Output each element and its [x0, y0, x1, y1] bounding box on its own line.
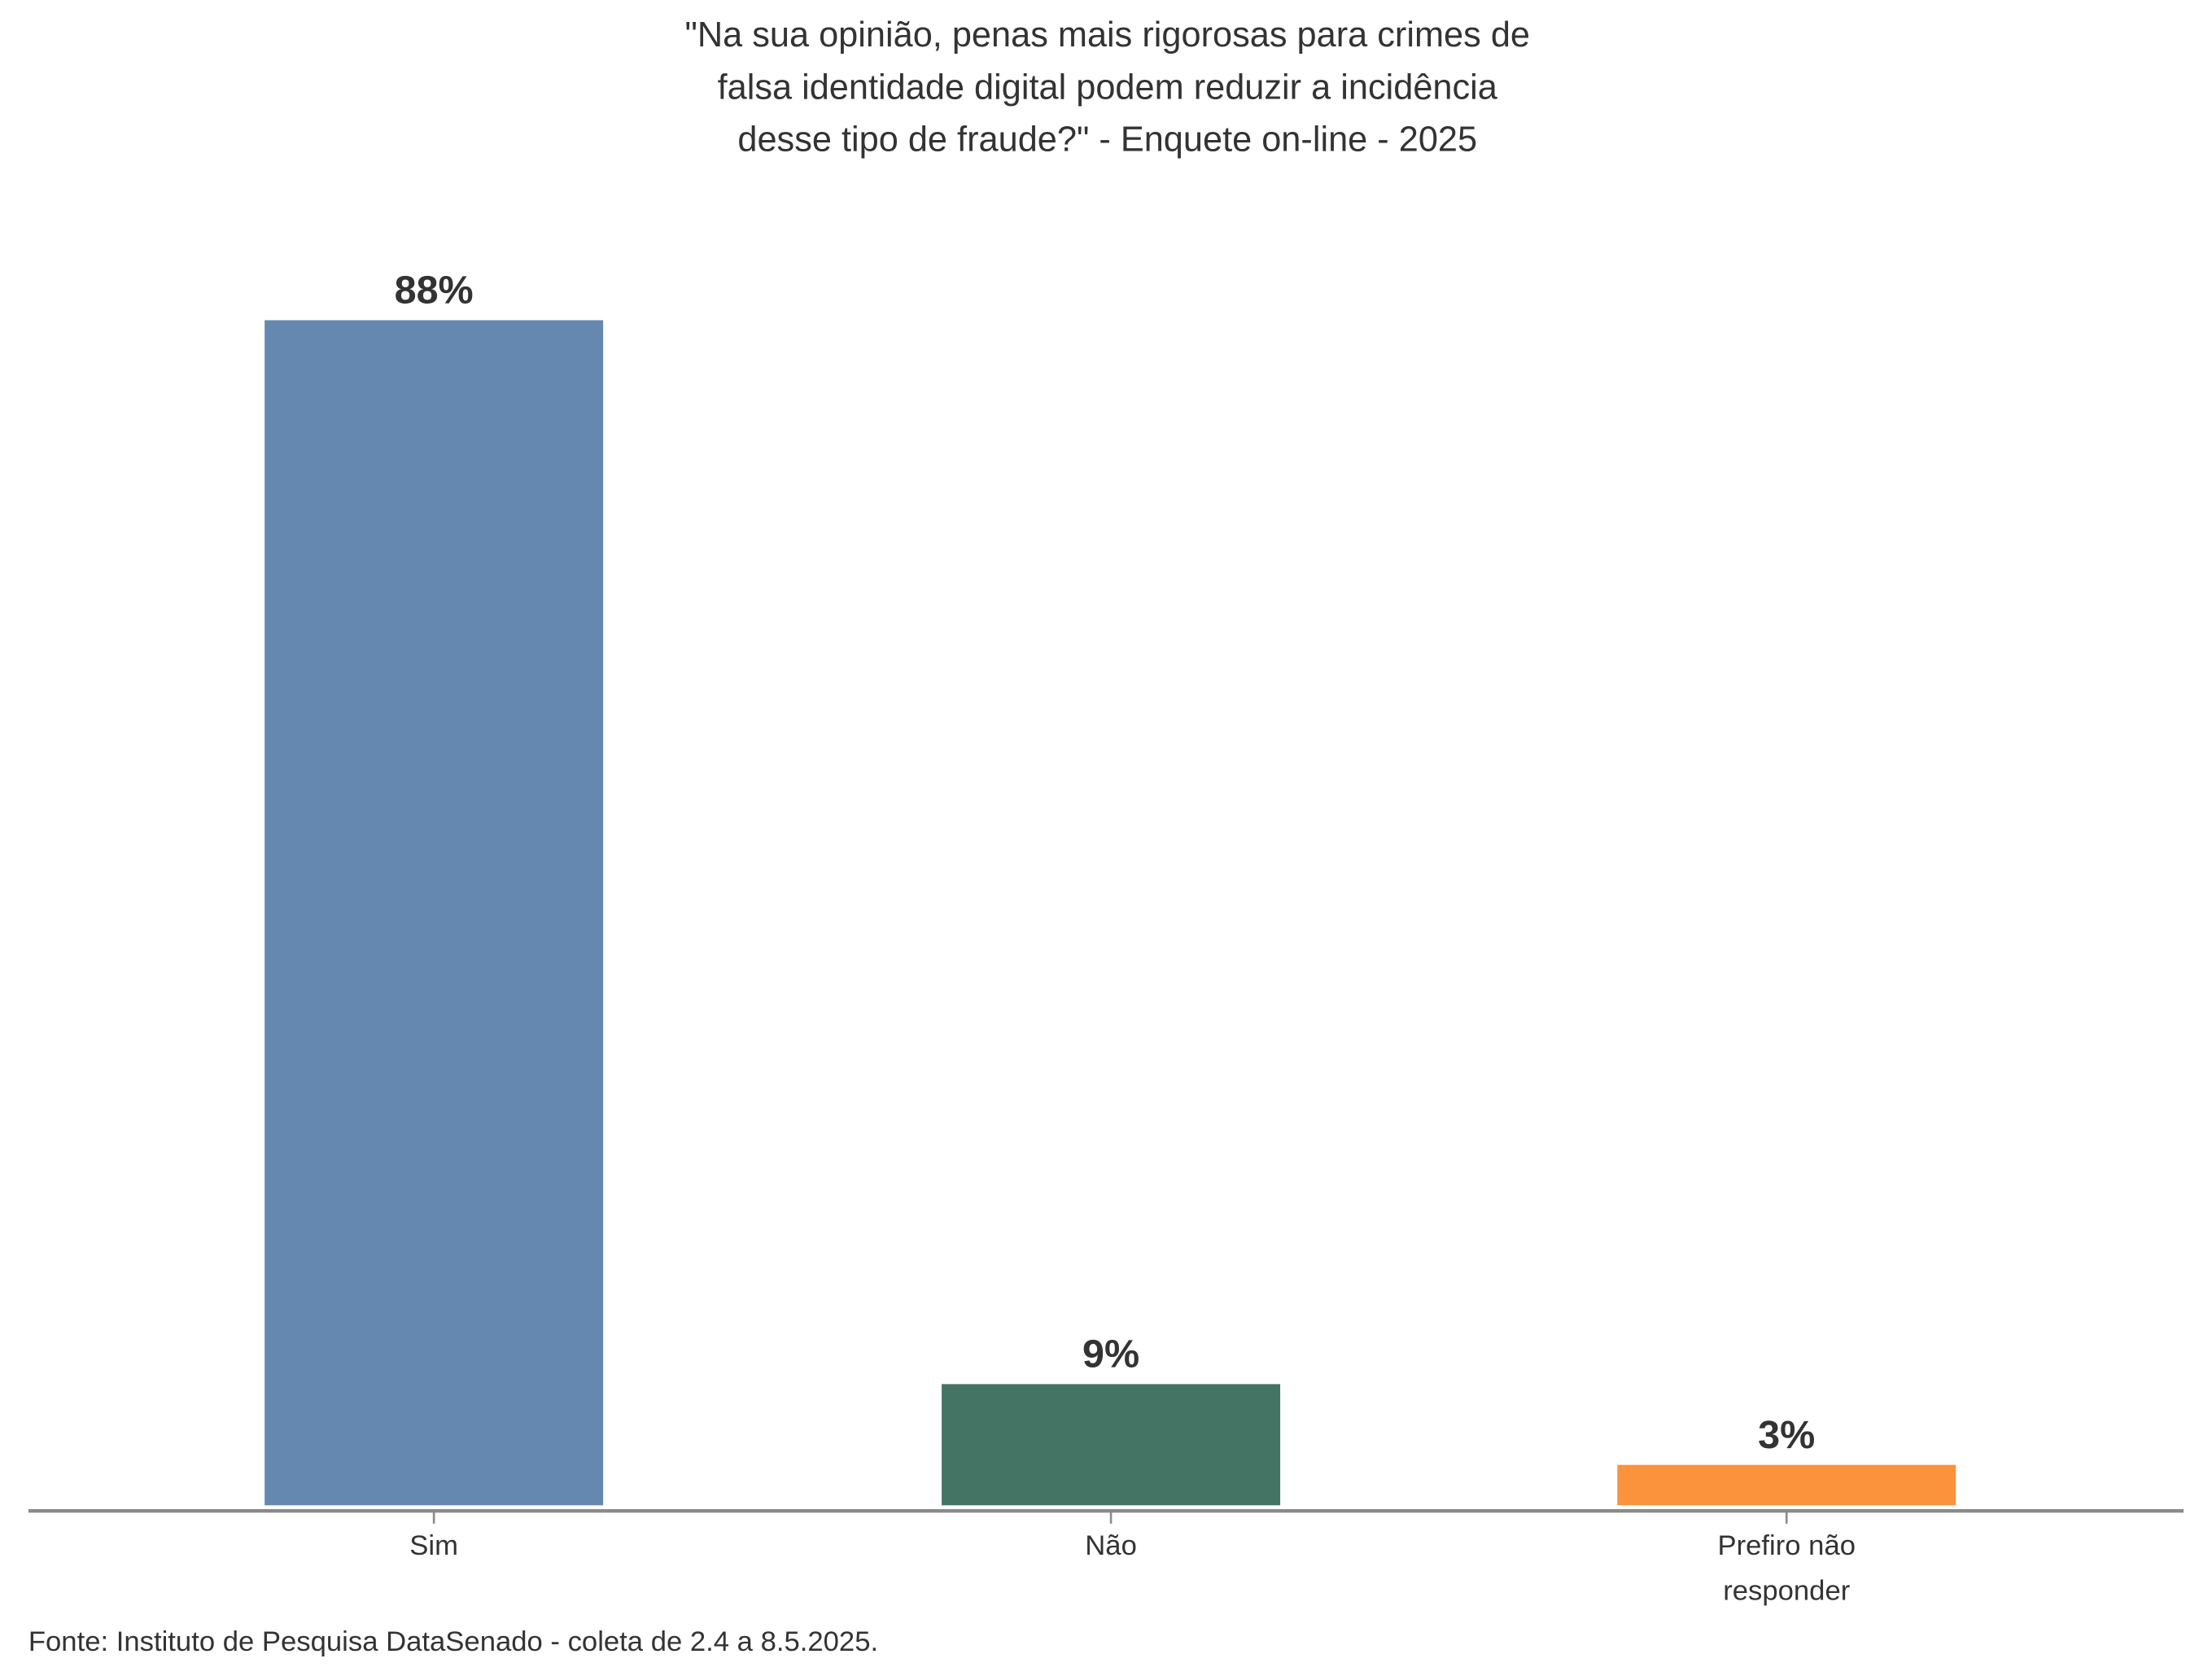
tick-label: Sim: [409, 1530, 458, 1561]
bar: [1617, 1464, 1956, 1506]
chart-title-line: falsa identidade digital podem reduzir a…: [718, 68, 1498, 107]
tick-label: responder: [1723, 1575, 1850, 1606]
bar: [264, 320, 604, 1506]
bar: [942, 1384, 1281, 1506]
bars: 88% 9% 3%: [264, 269, 1956, 1506]
tick-label: Não: [1085, 1530, 1137, 1561]
tick-label: Prefiro não: [1717, 1530, 1856, 1561]
chart-title-line: desse tipo de fraude?" - Enquete on-line…: [737, 120, 1477, 159]
source-note: Fonte: Instituto de Pesquisa DataSenado …: [28, 1626, 878, 1657]
chart-title-line: "Na sua opinião, penas mais rigorosas pa…: [684, 15, 1530, 55]
data-label: 3%: [1758, 1413, 1815, 1457]
data-label: 88%: [395, 269, 474, 313]
chart-title: "Na sua opinião, penas mais rigorosas pa…: [684, 15, 1530, 159]
data-label: 9%: [1082, 1332, 1139, 1376]
x-axis-ticks: Sim Não Prefiro não responder: [409, 1511, 1856, 1606]
